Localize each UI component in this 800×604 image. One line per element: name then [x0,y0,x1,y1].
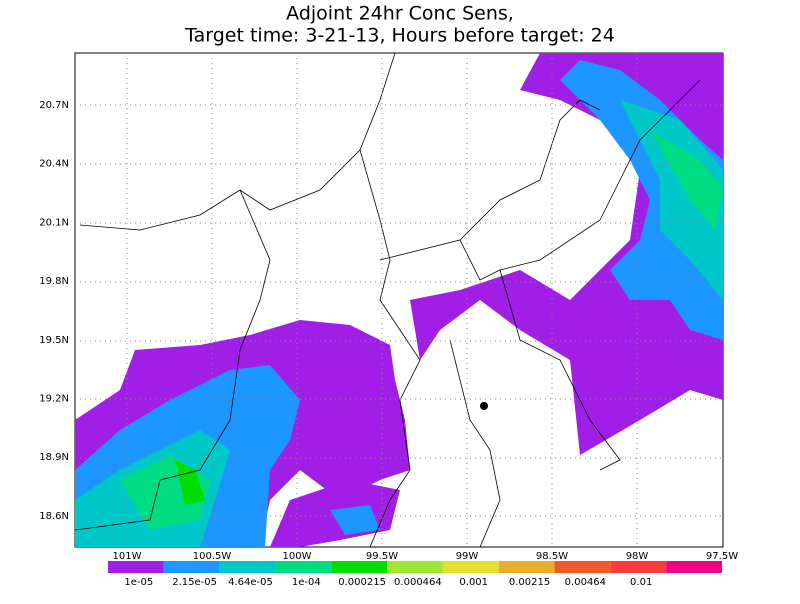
map [74,52,724,548]
title-line: Target time: 3-21-13, Hours before targe… [184,25,615,47]
lat-label: 19.8N [39,276,69,287]
colorbar-segment [554,561,611,573]
colorbar-segment [387,561,443,573]
colorbar-label: 0.000215 [338,577,386,588]
colorbar-segment [610,561,667,573]
colorbar-segment [666,561,722,573]
contour-fill [75,53,723,547]
colorbar-segment [219,561,276,573]
lat-label: 19.2N [39,394,69,405]
lon-label: 100W [283,551,312,562]
colorbar-label: 0.01 [630,577,652,588]
target-point [480,402,488,410]
lon-label: 99W [456,551,479,562]
lon-label: 99.5W [366,551,398,562]
lat-label: 20.4N [39,159,69,170]
colorbar-label: 0.000464 [394,577,442,588]
colorbar-label: 0.00464 [565,577,606,588]
lat-label: 19.5N [39,335,69,346]
lat-label: 18.6N [39,511,69,522]
borders [75,53,701,547]
lat-label: 18.9N [39,452,69,463]
lon-label: 98.5W [536,551,568,562]
colorbar-segment [108,561,164,573]
title-line: Adjoint 24hr Conc Sens, [286,3,514,25]
colorbar-label: 0.00215 [509,577,550,588]
colorbar-label: 1e-04 [292,577,321,588]
colorbar-label: 1e-05 [124,577,153,588]
graticule [75,53,723,547]
lon-label: 101W [113,551,142,562]
lat-label: 20.7N [39,100,69,111]
lat-label: 20.1N [39,217,69,228]
lon-label: 100.5W [193,551,232,562]
colorbar-segment [275,561,332,573]
colorbar-label: 0.001 [459,577,488,588]
colorbar-segment [163,561,220,573]
colorbar-segment [498,561,555,573]
colorbar-label: 4.64e-05 [228,577,273,588]
colorbar-segment [331,561,388,573]
lon-label: 98W [626,551,649,562]
lon-label: 97.5W [706,551,738,562]
colorbar-segment [442,561,499,573]
colorbar-label: 2.15e-05 [172,577,217,588]
